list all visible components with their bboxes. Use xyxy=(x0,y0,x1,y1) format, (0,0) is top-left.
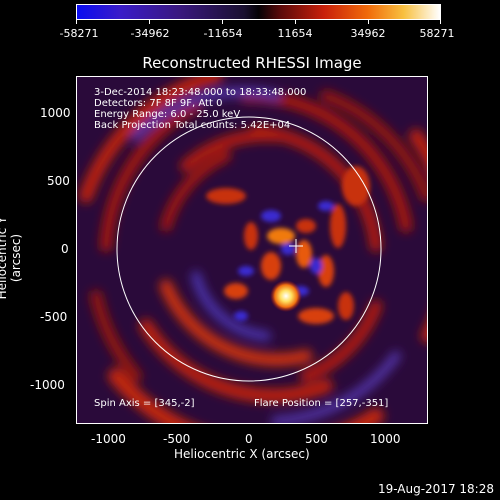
colorbar-tick xyxy=(295,20,296,24)
colorbar-tick xyxy=(440,20,441,24)
x-tick-label: -1000 xyxy=(91,432,126,446)
method-counts-label: Back Projection Total counts: 5.42E+04 xyxy=(94,120,291,131)
y-tick-label: -1000 xyxy=(30,378,65,392)
x-tick-label: 500 xyxy=(305,432,328,446)
x-tick-label: 0 xyxy=(245,432,253,446)
timestamp: 19-Aug-2017 18:28 xyxy=(377,482,494,496)
colorbar-tick xyxy=(149,20,150,24)
detectors-label: Detectors: 7F 8F 9F, Att 0 xyxy=(94,98,223,109)
colorbar-tick xyxy=(222,20,223,24)
colorbar-label: -34962 xyxy=(130,27,170,40)
x-tick-label: -500 xyxy=(163,432,191,446)
rhessi-image-svg xyxy=(76,76,428,424)
flare-position-label: Flare Position = [257,-351] xyxy=(254,398,389,409)
colorbar-label: 58271 xyxy=(419,27,455,40)
y-tick-label: -500 xyxy=(40,310,68,324)
colorbar-label: -58271 xyxy=(59,27,99,40)
colorbar-tick xyxy=(76,20,77,24)
y-tick-label: 500 xyxy=(47,174,70,188)
spin-axis-label: Spin Axis = [345,-2] xyxy=(94,398,195,409)
x-tick-label: 1000 xyxy=(370,432,401,446)
colorbar-tick xyxy=(368,20,369,24)
y-axis-label: Heliocentric Y (arcsec) xyxy=(0,217,23,300)
colorbar-label: 34962 xyxy=(350,27,386,40)
energy-range-label: Energy Range: 6.0 - 25.0 keV xyxy=(94,109,241,120)
y-tick-label: 0 xyxy=(61,242,69,256)
x-axis-label: Heliocentric X (arcsec) xyxy=(174,447,310,461)
image-title: Reconstructed RHESSI Image xyxy=(142,54,362,72)
y-tick-label: 1000 xyxy=(40,106,71,120)
colorbar-label: 11654 xyxy=(277,27,313,40)
colorbar xyxy=(76,4,441,20)
time-range-label: 3-Dec-2014 18:23:48.000 to 18:33:48.000 xyxy=(94,87,307,98)
colorbar-label: -11654 xyxy=(203,27,243,40)
rhessi-image: 3-Dec-2014 18:23:48.000 to 18:33:48.000 … xyxy=(76,76,428,424)
